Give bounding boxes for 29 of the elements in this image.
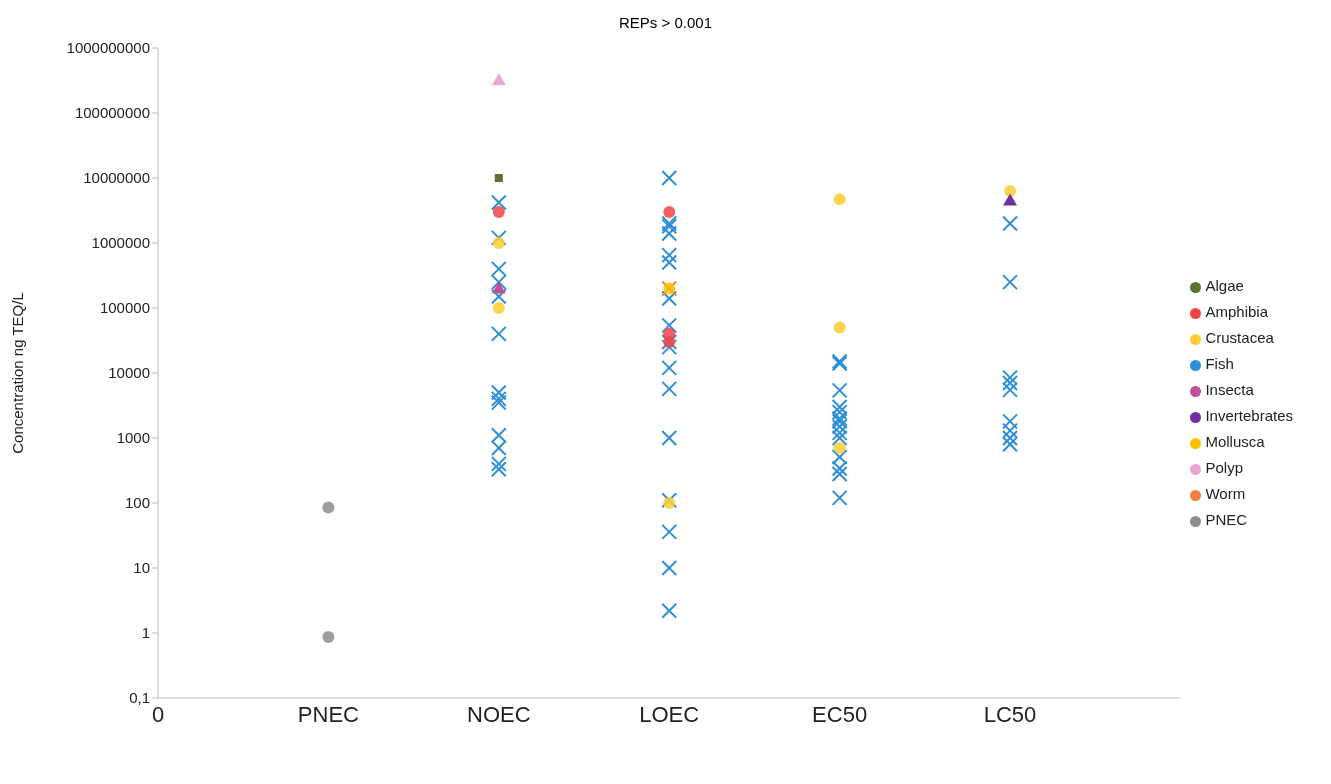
y-tick-label: 1000000 bbox=[91, 234, 150, 252]
legend-label: Crustacea bbox=[1205, 329, 1274, 346]
y-tick-label: 1000000000 bbox=[66, 39, 150, 57]
y-tick-label: 10000 bbox=[108, 364, 150, 382]
y-tick-label: 100000000 bbox=[74, 104, 150, 122]
legend-label: Polyp bbox=[1205, 459, 1243, 476]
x-tick-label: EC50 bbox=[812, 701, 868, 727]
y-tick-label: 100000 bbox=[99, 299, 150, 317]
legend-label: Worm bbox=[1205, 485, 1246, 502]
y-tick-label: 0,1 bbox=[129, 689, 150, 707]
y-tick-label: 100 bbox=[124, 494, 150, 512]
y-tick-label: 10000000 bbox=[83, 169, 150, 187]
legend-label: Fish bbox=[1205, 355, 1234, 372]
chart-title: REPs > 0.001 bbox=[618, 13, 713, 33]
x-tick-label: 0 bbox=[151, 701, 165, 727]
x-tick-label: LC50 bbox=[983, 701, 1037, 727]
x-tick-label: NOEC bbox=[467, 701, 531, 727]
y-tick-label: 1 bbox=[141, 624, 150, 642]
legend-label: PNEC bbox=[1205, 511, 1248, 528]
legend-label: Algae bbox=[1205, 277, 1244, 294]
x-tick-label: PNEC bbox=[297, 701, 360, 727]
legend-label: Insecta bbox=[1205, 381, 1254, 398]
y-tick-label: 1000 bbox=[116, 429, 150, 447]
x-tick-label: LOEC bbox=[639, 701, 700, 727]
legend-label: Amphibia bbox=[1205, 303, 1268, 320]
legend-label: Invertebrates bbox=[1205, 407, 1293, 424]
y-axis-title: Concentration ng TEQ/L bbox=[9, 292, 27, 454]
legend-label: Mollusca bbox=[1205, 433, 1265, 450]
y-tick-label: 10 bbox=[133, 559, 150, 577]
